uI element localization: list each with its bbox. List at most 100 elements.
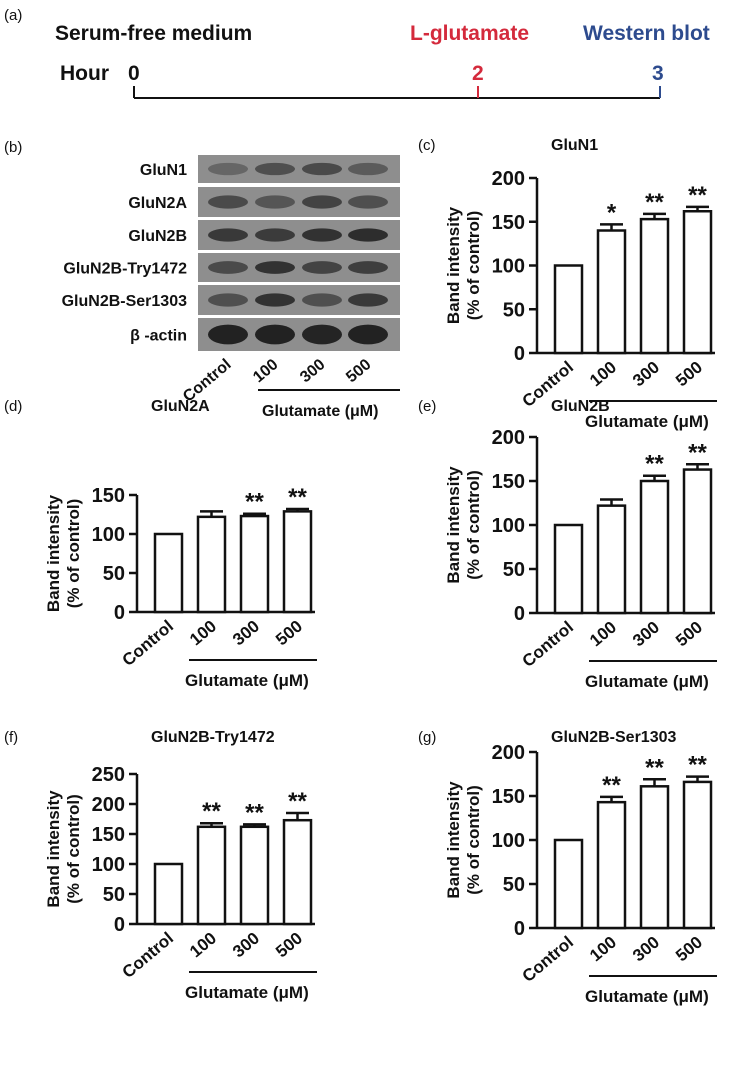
- bar-500: [682, 780, 713, 930]
- panel-a-timeline: (a) Serum-free medium L-glutamate Wester…: [4, 7, 710, 99]
- significance-marker: **: [288, 484, 307, 511]
- blot-band: [255, 293, 295, 307]
- significance-marker: **: [645, 451, 664, 478]
- blot-band: [302, 293, 342, 307]
- x-tick-label: 500: [272, 617, 306, 650]
- x-tick-label: 300: [629, 358, 663, 391]
- blot-row-label: GluN2B: [128, 228, 187, 245]
- x-axis-label: Glutamate (μM): [185, 983, 309, 1002]
- x-axis-label: Glutamate (μM): [585, 672, 709, 691]
- bar-500: [682, 468, 713, 615]
- blot-band: [302, 261, 342, 274]
- blot-band: [348, 162, 388, 176]
- y-tick-label: 150: [492, 471, 525, 493]
- x-tick-label: 300: [629, 618, 663, 651]
- blot-band: [348, 293, 388, 307]
- x-tick-label: 100: [186, 929, 220, 962]
- significance-marker: **: [688, 182, 707, 209]
- bar-100: [196, 515, 227, 614]
- x-tick-label: 300: [229, 929, 263, 962]
- chart-title: GluN2B-Try1472: [151, 729, 275, 746]
- y-tick-label: 50: [103, 884, 125, 906]
- blot-lane-label: 500: [343, 356, 374, 386]
- blot-band: [208, 293, 248, 307]
- bar-control: [553, 264, 584, 355]
- x-axis-label: Glutamate (μM): [585, 987, 709, 1006]
- treatment-label: L-glutamate: [410, 22, 529, 45]
- y-tick-label: 0: [114, 914, 125, 936]
- chart-glun2b-try1472: (f) GluN2B-Try1472 0 50 100 150 200 250 Band int…: [4, 729, 317, 1002]
- bar-300: [639, 785, 670, 930]
- bar-control: [153, 532, 184, 614]
- bar-control: [153, 862, 184, 926]
- bar-100: [196, 825, 227, 926]
- significance-marker: **: [245, 489, 264, 516]
- blot-row-label: β -actin: [130, 328, 187, 345]
- blot-band: [302, 162, 342, 176]
- y-tick-label: 100: [492, 830, 525, 852]
- chart-glun1: (c) GluN1 0 50 100 150 200 Band intensity(% of …: [418, 137, 717, 431]
- significance-marker: **: [202, 798, 221, 825]
- y-tick-label: 150: [492, 786, 525, 808]
- y-axis-label: Band intensity(% of control): [44, 494, 83, 612]
- blot-row-label: GluN2A: [128, 195, 187, 212]
- x-tick-label: 300: [629, 933, 663, 966]
- blot-band: [348, 324, 388, 345]
- panel-label: (d): [4, 398, 22, 415]
- significance-marker: **: [645, 754, 664, 781]
- panel-b-label: (b): [4, 139, 22, 156]
- x-tick-label: 100: [186, 617, 220, 650]
- x-tick-label: Control: [519, 933, 578, 986]
- y-tick-label: 250: [92, 764, 125, 786]
- x-tick-label: 300: [229, 617, 263, 650]
- panel-b-western-blot: (b) GluN1 GluN2A GluN2B GluN2B-Try1472 GluN2…: [4, 139, 401, 420]
- assay-label: Western blot: [583, 22, 710, 45]
- panel-label: (c): [418, 137, 436, 154]
- y-tick-label: 200: [492, 427, 525, 449]
- y-tick-label: 150: [492, 212, 525, 234]
- y-tick-label: 0: [514, 603, 525, 625]
- y-tick-label: 200: [92, 794, 125, 816]
- blot-band: [348, 261, 388, 274]
- chart-glun2b: (e) GluN2B 0 50 100 150 200 Band intensity(% of…: [418, 398, 717, 691]
- blot-band: [255, 261, 295, 274]
- blot-row-label: GluN2B-Try1472: [63, 261, 187, 278]
- x-tick-label: 100: [586, 618, 620, 651]
- y-tick-label: 200: [492, 742, 525, 764]
- chart-title: GluN2A: [151, 398, 210, 415]
- hour-3: 3: [652, 62, 664, 85]
- bar-300: [239, 514, 270, 614]
- blot-row-label: GluN1: [140, 162, 187, 179]
- panel-label: (e): [418, 398, 436, 415]
- hour-2: 2: [472, 62, 484, 85]
- chart-title: GluN2B-Ser1303: [551, 729, 676, 746]
- y-tick-label: 0: [114, 602, 125, 624]
- glutamate-group-label: Glutamate (μM): [262, 403, 378, 420]
- x-tick-label: 500: [672, 933, 706, 966]
- x-tick-label: Control: [119, 929, 178, 982]
- x-tick-label: 100: [586, 358, 620, 391]
- blot-band: [208, 195, 248, 209]
- bar-control: [553, 523, 584, 615]
- significance-marker: **: [602, 772, 621, 799]
- bar-100: [596, 229, 627, 355]
- blot-band: [208, 162, 248, 176]
- panel-a-label: (a): [4, 7, 22, 24]
- bar-300: [639, 479, 670, 615]
- bar-300: [239, 825, 270, 926]
- significance-marker: *: [607, 199, 617, 226]
- blot-band: [302, 228, 342, 242]
- blot-lane-label: 300: [297, 356, 328, 386]
- bar-300: [639, 217, 670, 355]
- bar-control: [553, 838, 584, 930]
- y-axis-label: Band intensity(% of control): [444, 781, 483, 899]
- blot-band: [302, 324, 342, 345]
- y-tick-label: 200: [492, 168, 525, 190]
- significance-marker: **: [688, 439, 707, 466]
- hour-label: Hour: [60, 62, 109, 85]
- chart-title: GluN2B: [551, 398, 610, 415]
- y-axis-label: Band intensity(% of control): [44, 790, 83, 908]
- blot-strip-0: [198, 155, 400, 183]
- y-tick-label: 0: [514, 343, 525, 365]
